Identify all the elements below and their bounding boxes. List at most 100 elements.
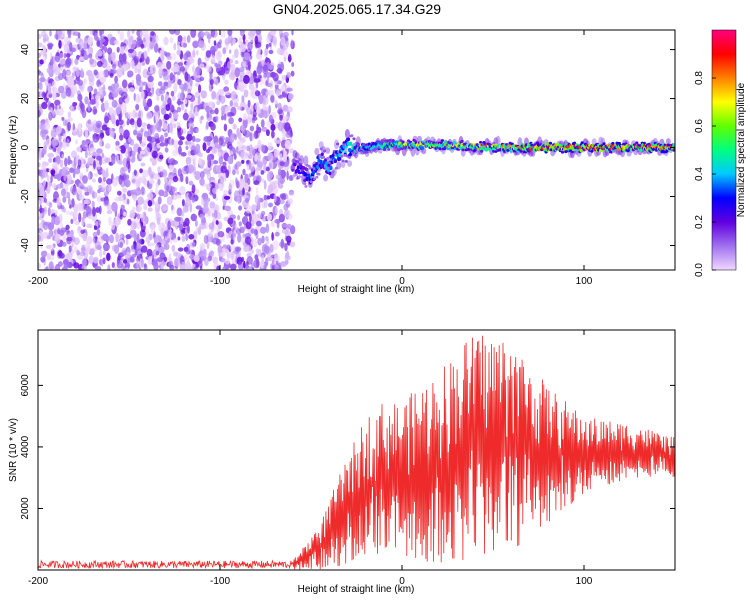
noise-cell <box>228 183 232 193</box>
noise-cell <box>93 160 96 170</box>
noise-cell <box>54 109 59 116</box>
ridge-cell <box>602 142 606 146</box>
noise-cell <box>133 244 137 250</box>
noise-cell <box>39 77 46 83</box>
ridge-cell <box>365 150 369 154</box>
noise-cell <box>67 34 72 39</box>
noise-cell <box>129 39 136 50</box>
ridge-cell <box>380 139 384 142</box>
noise-cell <box>88 255 95 264</box>
noise-cell <box>49 52 53 60</box>
noise-cell <box>243 89 249 98</box>
noise-cell <box>83 36 88 46</box>
noise-cell <box>143 215 148 225</box>
noise-cell <box>101 141 105 147</box>
ridge-cell <box>306 171 310 174</box>
noise-cell <box>50 174 53 183</box>
noise-cell <box>251 267 255 270</box>
noise-cell <box>73 210 79 218</box>
noise-cell <box>256 186 259 196</box>
noise-cell <box>135 104 140 111</box>
noise-cell <box>284 122 291 132</box>
noise-cell <box>257 237 262 246</box>
noise-cell <box>245 266 252 270</box>
noise-cell <box>56 197 61 206</box>
noise-cell <box>61 167 66 176</box>
noise-cell <box>100 197 107 202</box>
noise-cell <box>242 168 246 176</box>
noise-cell <box>236 105 242 111</box>
noise-cell <box>41 91 46 98</box>
noise-cell <box>227 217 234 225</box>
noise-cell <box>60 90 67 99</box>
noise-cell <box>171 138 175 146</box>
noise-cell <box>52 91 57 101</box>
noise-cell <box>136 233 140 243</box>
noise-cell <box>189 254 195 260</box>
noise-cell <box>206 111 210 119</box>
noise-cell <box>184 62 190 70</box>
noise-cell <box>266 213 273 222</box>
ridge-cell <box>334 166 339 170</box>
noise-cell <box>190 213 197 222</box>
ridge-cell <box>440 139 444 142</box>
noise-cell <box>170 194 178 201</box>
noise-cell <box>239 70 245 78</box>
noise-cell <box>86 223 93 229</box>
noise-cell <box>214 107 219 115</box>
noise-cell <box>250 104 254 112</box>
noise-cell <box>105 143 111 150</box>
noise-cell <box>246 256 253 265</box>
noise-cell <box>223 195 231 200</box>
noise-cell <box>263 164 267 174</box>
noise-cell <box>227 155 233 165</box>
noise-cell <box>232 38 236 45</box>
noise-cell <box>209 71 213 80</box>
noise-cell <box>275 260 279 265</box>
noise-cell <box>40 256 46 263</box>
noise-cell <box>177 247 184 252</box>
noise-cell <box>283 150 288 160</box>
noise-cell <box>115 140 120 147</box>
ridge-halo-cell <box>495 135 501 147</box>
noise-cell <box>71 243 74 248</box>
noise-cell <box>47 83 52 92</box>
colorbar-tick-label: 0.6 <box>694 119 705 133</box>
noise-cell <box>262 65 269 75</box>
noise-cell <box>118 97 124 105</box>
ridge-cell <box>611 141 615 145</box>
noise-cell <box>277 177 281 186</box>
noise-cell <box>192 158 196 167</box>
noise-cell <box>267 152 274 162</box>
ridge-cell <box>308 166 312 170</box>
noise-cell <box>177 62 184 67</box>
noise-cell <box>129 229 137 238</box>
noise-cell <box>153 236 157 244</box>
noise-cell <box>158 235 163 244</box>
heatmap-y-tick-label: 40 <box>20 44 31 56</box>
noise-cell <box>282 104 289 112</box>
noise-cell <box>164 235 168 241</box>
noise-cell <box>191 197 196 203</box>
noise-cell <box>184 217 190 227</box>
noise-cell <box>136 213 141 220</box>
noise-cell <box>63 36 71 45</box>
noise-cell <box>282 50 289 58</box>
noise-cell <box>54 99 61 106</box>
noise-cell <box>260 119 265 128</box>
noise-cell <box>124 261 131 270</box>
noise-cell <box>227 30 233 36</box>
noise-cell <box>265 166 270 172</box>
noise-cell <box>195 143 201 152</box>
noise-cell <box>173 139 179 150</box>
noise-cell <box>133 222 137 230</box>
noise-cell <box>43 55 46 64</box>
ridge-cell <box>356 143 360 147</box>
noise-cell <box>96 155 102 161</box>
noise-cell <box>237 215 241 221</box>
noise-cell <box>285 160 290 166</box>
noise-cell <box>252 110 257 118</box>
noise-cell <box>156 61 162 69</box>
noise-cell <box>280 238 284 249</box>
noise-cell <box>173 42 177 51</box>
